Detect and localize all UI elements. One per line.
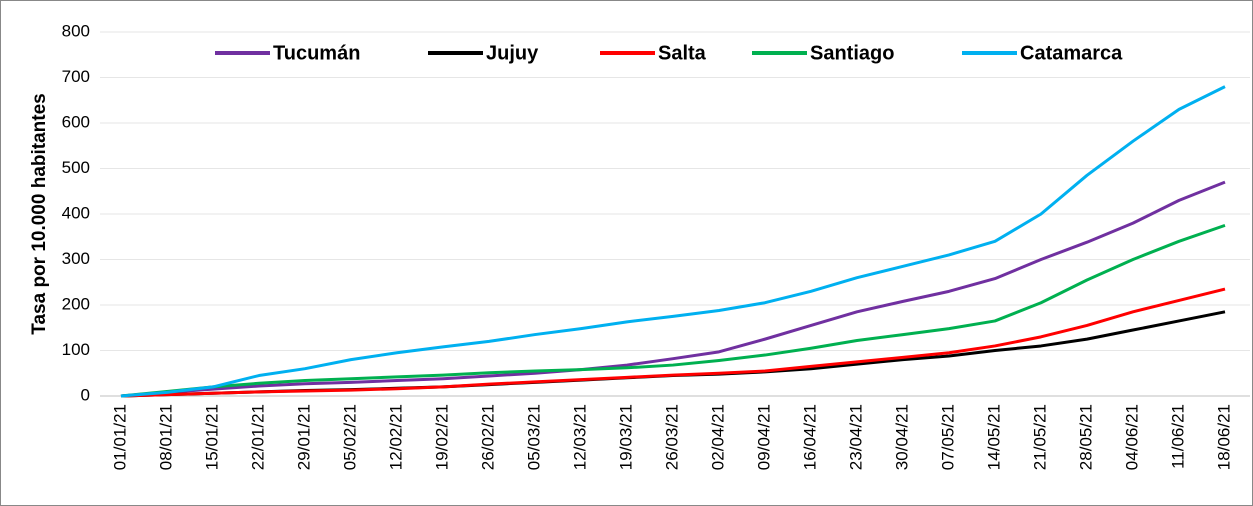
x-tick-label: 16/04/21 [800, 404, 819, 470]
x-tick-label: 21/05/21 [1030, 404, 1049, 470]
x-tick-label: 05/02/21 [340, 404, 359, 470]
y-tick-label: 600 [62, 112, 90, 131]
x-tick-label: 26/03/21 [662, 404, 681, 470]
y-tick-label: 0 [81, 385, 90, 404]
x-tick-label: 19/03/21 [616, 404, 635, 470]
x-tick-label: 08/01/21 [156, 404, 175, 470]
y-tick-label: 300 [62, 249, 90, 268]
legend-label: Tucumán [273, 42, 360, 64]
x-tick-label: 12/03/21 [570, 404, 589, 470]
legend-label: Catamarca [1020, 42, 1123, 64]
y-tick-label: 500 [62, 158, 90, 177]
legend-label: Salta [658, 42, 707, 64]
x-tick-label: 26/02/21 [478, 404, 497, 470]
x-tick-label: 22/01/21 [248, 404, 267, 470]
x-tick-label: 18/06/21 [1214, 404, 1233, 470]
x-tick-label: 29/01/21 [294, 404, 313, 470]
x-tick-label: 07/05/21 [938, 404, 957, 470]
y-tick-label: 800 [62, 21, 90, 40]
x-tick-label: 15/01/21 [202, 404, 221, 470]
y-axis-title: Tasa por 10.000 habitantes [29, 93, 50, 334]
series-line [120, 180, 1226, 398]
x-tick-label: 23/04/21 [846, 404, 865, 470]
x-tick-label: 14/05/21 [984, 404, 1003, 470]
x-tick-label: 11/06/21 [1168, 404, 1187, 469]
y-tick-label: 100 [62, 340, 90, 359]
series-line [120, 85, 1226, 398]
x-tick-label: 19/02/21 [432, 404, 451, 470]
y-tick-label: 700 [62, 67, 90, 86]
y-tick-label: 200 [62, 294, 90, 313]
x-tick-label: 04/06/21 [1122, 404, 1141, 470]
series-line [120, 223, 1226, 398]
legend-label: Jujuy [486, 42, 539, 64]
x-tick-label: 02/04/21 [708, 404, 727, 470]
x-tick-label: 28/05/21 [1076, 404, 1095, 470]
x-tick-label: 01/01/21 [110, 404, 129, 470]
x-tick-label: 09/04/21 [754, 404, 773, 470]
series-line [120, 287, 1226, 398]
x-tick-label: 05/03/21 [524, 404, 543, 470]
x-tick-label: 30/04/21 [892, 404, 911, 470]
y-tick-label: 400 [62, 203, 90, 222]
x-tick-label: 12/02/21 [386, 404, 405, 470]
legend-label: Santiago [810, 42, 894, 64]
